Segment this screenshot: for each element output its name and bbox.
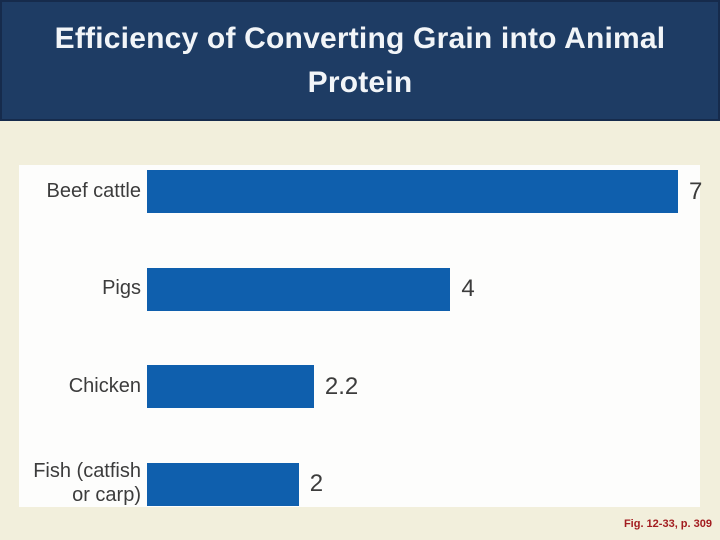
bar-value-label: 7: [689, 177, 703, 205]
bar-row: Fish (catfish or carp) 2: [19, 460, 700, 506]
bar-label: Pigs: [102, 277, 141, 300]
figure-caption: Fig. 12-33, p. 309: [623, 518, 712, 530]
bar: [147, 462, 299, 506]
page-title: Efficiency of Converting Grain into Anim…: [54, 22, 666, 99]
chart-panel: Beef cattle 7 Pigs 4 Chicken 2.2 Fish (catfish…: [19, 165, 703, 507]
bar-row: Pigs 4: [19, 267, 700, 311]
bar-label: Fish (catfish or carp): [33, 460, 141, 506]
bar-value-label: 4: [461, 275, 475, 302]
bar-label: Beef cattle: [46, 179, 141, 202]
bar-row: Beef cattle 7: [19, 170, 703, 213]
bar-label: Chicken: [68, 374, 141, 397]
bar: [147, 365, 314, 408]
bar: [147, 267, 451, 311]
bar-value-label: 2.2: [324, 372, 359, 400]
title-banner: Efficiency of Converting Grain into Anim…: [0, 0, 720, 121]
bar-value-label: 2: [309, 470, 324, 497]
bar: [147, 170, 678, 213]
bar-row: Chicken 2.2: [19, 365, 700, 408]
